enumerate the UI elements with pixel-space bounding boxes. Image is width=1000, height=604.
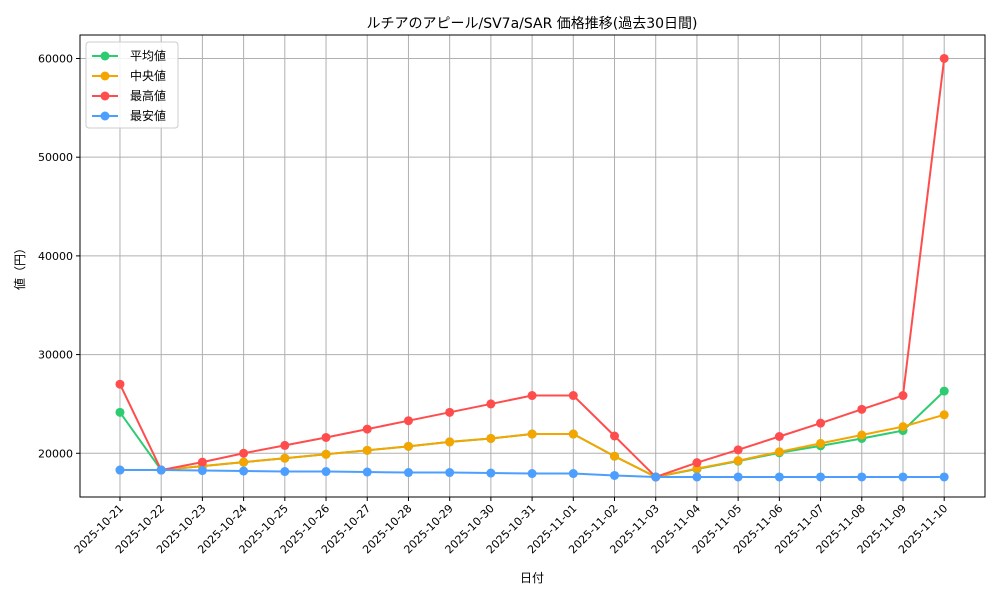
data-point bbox=[939, 386, 949, 396]
legend-label: 平均値 bbox=[130, 48, 166, 63]
data-point bbox=[156, 465, 166, 475]
data-point bbox=[362, 424, 372, 434]
data-point bbox=[610, 451, 620, 461]
y-tick-label: 20000 bbox=[38, 447, 73, 460]
y-tick-label: 60000 bbox=[38, 52, 73, 65]
data-point bbox=[239, 457, 249, 467]
data-point bbox=[610, 470, 620, 480]
y-tick-label: 50000 bbox=[38, 151, 73, 164]
data-point bbox=[321, 467, 331, 477]
y-tick-label: 30000 bbox=[38, 349, 73, 362]
data-point bbox=[857, 404, 867, 414]
data-point bbox=[527, 429, 537, 439]
data-point bbox=[939, 472, 949, 482]
x-axis-label: 日付 bbox=[520, 571, 544, 585]
data-point bbox=[568, 429, 578, 439]
data-point bbox=[610, 431, 620, 441]
y-tick-label: 40000 bbox=[38, 250, 73, 263]
legend-label: 中央値 bbox=[130, 68, 166, 83]
data-point bbox=[321, 449, 331, 459]
data-point bbox=[280, 440, 290, 450]
data-point bbox=[733, 456, 743, 466]
data-point bbox=[280, 453, 290, 463]
data-point bbox=[898, 422, 908, 432]
data-point bbox=[733, 445, 743, 455]
data-point bbox=[774, 431, 784, 441]
data-point bbox=[857, 430, 867, 440]
data-point bbox=[568, 391, 578, 401]
data-point bbox=[362, 467, 372, 477]
data-point bbox=[445, 437, 455, 447]
data-point bbox=[898, 472, 908, 482]
data-point bbox=[115, 407, 125, 417]
y-axis-label: 値（円） bbox=[12, 242, 27, 290]
data-point bbox=[403, 416, 413, 426]
data-point bbox=[692, 458, 702, 468]
data-point bbox=[280, 467, 290, 477]
data-point bbox=[898, 391, 908, 401]
data-point bbox=[816, 472, 826, 482]
data-point bbox=[362, 445, 372, 455]
data-point bbox=[321, 432, 331, 442]
legend-marker bbox=[100, 91, 110, 101]
data-point bbox=[774, 472, 784, 482]
data-point bbox=[486, 433, 496, 443]
data-point bbox=[486, 399, 496, 409]
data-point bbox=[239, 448, 249, 458]
data-point bbox=[939, 53, 949, 63]
data-point bbox=[403, 441, 413, 451]
legend-marker bbox=[100, 71, 110, 81]
data-point bbox=[568, 469, 578, 479]
data-point bbox=[774, 447, 784, 457]
data-point bbox=[445, 468, 455, 478]
data-point bbox=[445, 407, 455, 417]
data-point bbox=[816, 438, 826, 448]
data-point bbox=[939, 410, 949, 420]
data-point bbox=[692, 472, 702, 482]
data-point bbox=[197, 466, 207, 476]
legend-marker bbox=[100, 111, 110, 121]
data-point bbox=[733, 472, 743, 482]
data-point bbox=[486, 468, 496, 478]
data-point bbox=[115, 379, 125, 389]
data-point bbox=[527, 469, 537, 479]
data-point bbox=[403, 468, 413, 478]
data-point bbox=[239, 466, 249, 476]
data-point bbox=[197, 457, 207, 467]
data-point bbox=[115, 465, 125, 475]
data-point bbox=[651, 472, 661, 482]
legend-marker bbox=[100, 51, 110, 61]
chart-title: ルチアのアピール/SV7a/SAR 価格推移(過去30日間) bbox=[366, 16, 697, 32]
legend-box bbox=[85, 41, 179, 129]
data-point bbox=[816, 418, 826, 428]
data-point bbox=[857, 472, 867, 482]
legend-label: 最高値 bbox=[130, 88, 166, 103]
legend-label: 最安値 bbox=[130, 108, 166, 123]
data-point bbox=[527, 391, 537, 401]
